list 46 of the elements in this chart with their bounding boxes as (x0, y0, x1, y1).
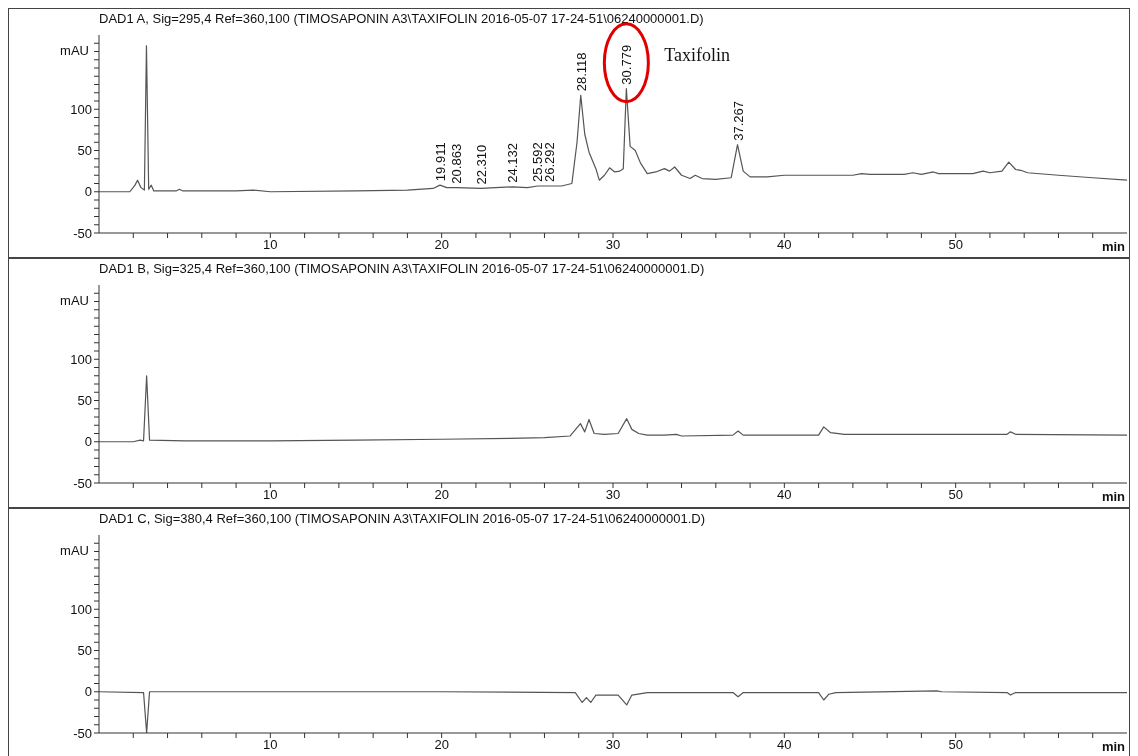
y-tick-label: 100 (70, 101, 92, 117)
annotation: 19.911 (433, 142, 449, 182)
x-tick-label: 40 (777, 237, 792, 253)
x-tick-label: 30 (605, 737, 621, 753)
y-axis-title: mAU (60, 543, 89, 558)
y-tick-label: 0 (84, 434, 92, 450)
y-tick-label: 100 (70, 601, 92, 617)
annotation: 30.779 (619, 44, 635, 85)
x-tick-label: 40 (777, 737, 792, 753)
y-tick-label: -50 (73, 225, 92, 241)
annotation: Taxifolin (664, 44, 731, 65)
line-series (99, 375, 1127, 443)
y-axis-title: mAU (60, 43, 89, 58)
x-tick-label: 50 (948, 487, 963, 503)
y-axis-title: mAU (60, 293, 89, 308)
x-axis-title: min (1101, 739, 1126, 754)
x-tick-label: 20 (434, 487, 449, 503)
chart-title: DAD1 B, Sig=325,4 Ref=360,100 (TIMOSAPONIN A3\TAXIFOLIN 2016-05-07 17-24-51\06240000001.D) (99, 261, 705, 276)
annotation: 24.132 (505, 143, 521, 183)
annotation: 28.118 (573, 52, 589, 92)
x-tick-label: 40 (777, 487, 792, 503)
y-tick-label: 0 (84, 184, 92, 200)
y-tick-label: 100 (70, 351, 92, 367)
y-tick-label: 50 (77, 393, 92, 409)
y-tick-label: 50 (77, 143, 92, 159)
x-tick-label: 20 (434, 737, 449, 753)
y-tick-label: 50 (77, 643, 92, 659)
x-tick-label: 10 (263, 487, 278, 503)
chart-title: DAD1 A, Sig=295,4 Ref=360,100 (TIMOSAPONIN A3\TAXIFOLIN 2016-05-07 17-24-51\06240000001.D) (99, 11, 704, 26)
x-tick-label: 10 (263, 737, 278, 753)
x-axis-title: min (1101, 239, 1126, 254)
x-tick-label: 30 (605, 237, 621, 253)
y-tick-label: 0 (84, 684, 92, 700)
x-tick-label: 50 (948, 737, 963, 753)
annotation: 37.267 (730, 100, 746, 141)
annotation: 20.863 (449, 143, 465, 184)
x-tick-label: 20 (434, 237, 449, 253)
x-axis-title: min (1101, 489, 1126, 504)
y-tick-label: -50 (73, 725, 92, 741)
x-tick-label: 50 (948, 237, 963, 253)
x-tick-label: 30 (605, 487, 621, 503)
line-series (99, 45, 1127, 193)
y-tick-label: -50 (73, 475, 92, 491)
x-tick-label: 10 (263, 237, 278, 253)
annotation: 22.310 (474, 144, 490, 185)
chart-title: DAD1 C, Sig=380,4 Ref=360,100 (TIMOSAPONIN A3\TAXIFOLIN 2016-05-07 17-24-51\06240000001.D) (99, 511, 706, 526)
